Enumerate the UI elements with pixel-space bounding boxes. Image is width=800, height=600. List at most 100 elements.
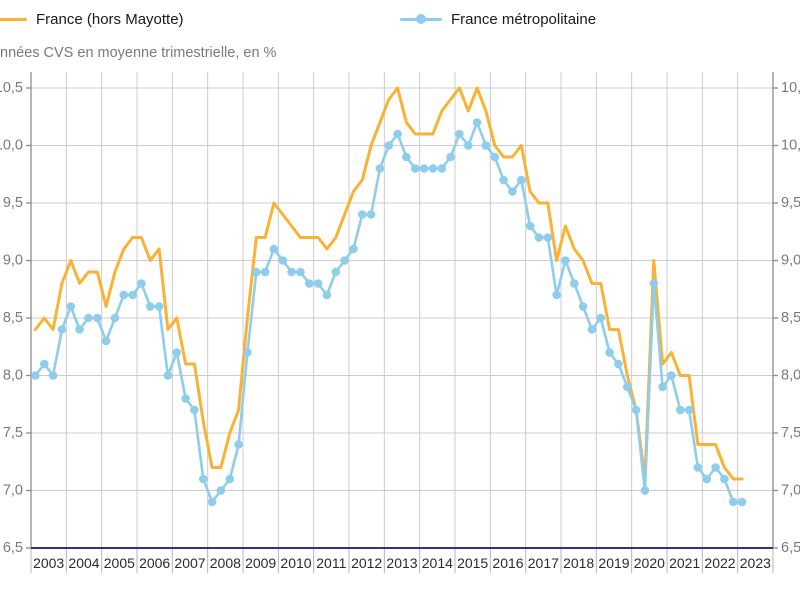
legend-label-france-hors-mayotte: France (hors Mayotte) bbox=[36, 10, 184, 28]
data-point-marker[interactable] bbox=[737, 497, 747, 507]
data-point-marker[interactable] bbox=[508, 187, 517, 196]
data-point-marker[interactable] bbox=[207, 497, 217, 507]
data-point-marker[interactable] bbox=[455, 129, 464, 139]
data-point-marker[interactable] bbox=[199, 474, 208, 484]
data-point-marker[interactable] bbox=[57, 325, 67, 334]
data-point-marker[interactable] bbox=[340, 256, 349, 265]
data-point-marker[interactable] bbox=[499, 175, 508, 185]
data-point-marker[interactable] bbox=[393, 129, 402, 139]
data-point-marker[interactable] bbox=[216, 486, 226, 495]
data-point-marker[interactable] bbox=[119, 290, 129, 300]
data-point-marker[interactable] bbox=[349, 244, 358, 254]
data-point-marker[interactable] bbox=[313, 279, 323, 288]
data-point-marker[interactable] bbox=[48, 371, 58, 380]
x-axis-label: 2008 bbox=[210, 555, 241, 571]
data-point-marker[interactable] bbox=[40, 359, 49, 369]
data-point-marker[interactable] bbox=[676, 405, 685, 415]
data-point-marker[interactable] bbox=[154, 302, 164, 311]
x-axis-label: 2013 bbox=[386, 555, 417, 571]
x-axis-label: 2005 bbox=[104, 555, 135, 571]
legend-marker-dot bbox=[416, 14, 426, 24]
data-point-marker[interactable] bbox=[402, 152, 411, 162]
data-point-marker[interactable] bbox=[472, 118, 482, 127]
data-point-marker[interactable] bbox=[517, 175, 526, 185]
data-point-marker[interactable] bbox=[437, 164, 447, 173]
y-axis-label-left: 9,0 bbox=[3, 253, 23, 269]
series-line-france-m-tropolitaine bbox=[34, 121, 744, 504]
data-point-marker[interactable] bbox=[596, 313, 606, 323]
data-point-marker[interactable] bbox=[720, 474, 729, 484]
data-point-marker[interactable] bbox=[278, 256, 288, 265]
data-point-marker[interactable] bbox=[172, 348, 182, 357]
data-point-marker[interactable] bbox=[605, 348, 614, 357]
data-point-marker[interactable] bbox=[163, 371, 173, 380]
legend-item-france-metropolitaine[interactable]: France métropolitaine bbox=[400, 8, 596, 30]
data-point-marker[interactable] bbox=[305, 279, 314, 288]
data-point-marker[interactable] bbox=[110, 313, 120, 323]
data-point-marker[interactable] bbox=[658, 382, 667, 392]
data-point-marker[interactable] bbox=[128, 290, 137, 300]
x-axis-label: 2017 bbox=[528, 555, 559, 571]
data-point-marker[interactable] bbox=[729, 497, 738, 507]
y-axis-label-right: 7,5 bbox=[781, 425, 800, 441]
data-point-marker[interactable] bbox=[101, 336, 111, 346]
y-axis-label-right: 9,0 bbox=[781, 253, 800, 269]
data-point-marker[interactable] bbox=[84, 313, 93, 323]
data-point-marker[interactable] bbox=[428, 164, 438, 173]
data-point-marker[interactable] bbox=[570, 279, 579, 288]
data-point-marker[interactable] bbox=[711, 463, 720, 472]
data-point-marker[interactable] bbox=[375, 164, 385, 173]
data-point-marker[interactable] bbox=[75, 325, 84, 334]
data-point-marker[interactable] bbox=[269, 244, 279, 254]
data-point-marker[interactable] bbox=[490, 152, 500, 162]
data-point-marker[interactable] bbox=[552, 290, 561, 300]
data-point-marker[interactable] bbox=[411, 164, 420, 173]
data-point-marker[interactable] bbox=[190, 405, 199, 415]
legend-line-swatch-blue bbox=[400, 14, 442, 24]
data-point-marker[interactable] bbox=[384, 141, 394, 150]
y-axis-label-right: 6,5 bbox=[781, 540, 800, 556]
data-point-marker[interactable] bbox=[31, 371, 40, 380]
data-point-marker[interactable] bbox=[534, 233, 544, 242]
y-axis-label-right: 10,5 bbox=[781, 80, 800, 96]
x-axis-label: 2016 bbox=[492, 555, 523, 571]
data-point-marker[interactable] bbox=[702, 474, 712, 484]
data-point-marker[interactable] bbox=[358, 210, 367, 219]
data-point-marker[interactable] bbox=[578, 302, 588, 311]
data-point-marker[interactable] bbox=[587, 325, 597, 334]
data-point-marker[interactable] bbox=[693, 463, 703, 472]
data-point-marker[interactable] bbox=[287, 267, 296, 277]
data-point-marker[interactable] bbox=[684, 405, 694, 415]
data-point-marker[interactable] bbox=[225, 474, 235, 484]
data-point-marker[interactable] bbox=[181, 394, 190, 403]
x-axis-label: 2021 bbox=[669, 555, 700, 571]
data-point-marker[interactable] bbox=[243, 348, 252, 357]
data-point-marker[interactable] bbox=[146, 302, 155, 311]
data-point-marker[interactable] bbox=[481, 141, 491, 150]
x-axis-label: 2018 bbox=[563, 555, 594, 571]
data-point-marker[interactable] bbox=[93, 313, 102, 323]
data-point-marker[interactable] bbox=[446, 152, 455, 162]
legend-item-france-hors-mayotte[interactable]: France (hors Mayotte) bbox=[0, 8, 184, 30]
data-point-marker[interactable] bbox=[296, 267, 305, 277]
data-point-marker[interactable] bbox=[649, 279, 659, 288]
data-point-marker[interactable] bbox=[260, 267, 270, 277]
data-point-marker[interactable] bbox=[331, 267, 341, 277]
data-point-marker[interactable] bbox=[137, 279, 146, 288]
data-point-marker[interactable] bbox=[640, 486, 650, 495]
data-point-marker[interactable] bbox=[366, 210, 376, 219]
data-point-marker[interactable] bbox=[614, 359, 623, 369]
data-point-marker[interactable] bbox=[525, 221, 535, 231]
data-point-marker[interactable] bbox=[561, 256, 570, 265]
y-axis-label-left: 7,0 bbox=[3, 483, 23, 499]
data-point-marker[interactable] bbox=[66, 302, 76, 311]
data-point-marker[interactable] bbox=[419, 164, 429, 173]
data-point-marker[interactable] bbox=[667, 371, 676, 380]
data-point-marker[interactable] bbox=[631, 405, 641, 415]
data-point-marker[interactable] bbox=[623, 382, 632, 392]
data-point-marker[interactable] bbox=[464, 141, 473, 150]
data-point-marker[interactable] bbox=[543, 233, 553, 242]
data-point-marker[interactable] bbox=[251, 267, 261, 277]
data-point-marker[interactable] bbox=[234, 440, 243, 449]
data-point-marker[interactable] bbox=[322, 290, 332, 300]
